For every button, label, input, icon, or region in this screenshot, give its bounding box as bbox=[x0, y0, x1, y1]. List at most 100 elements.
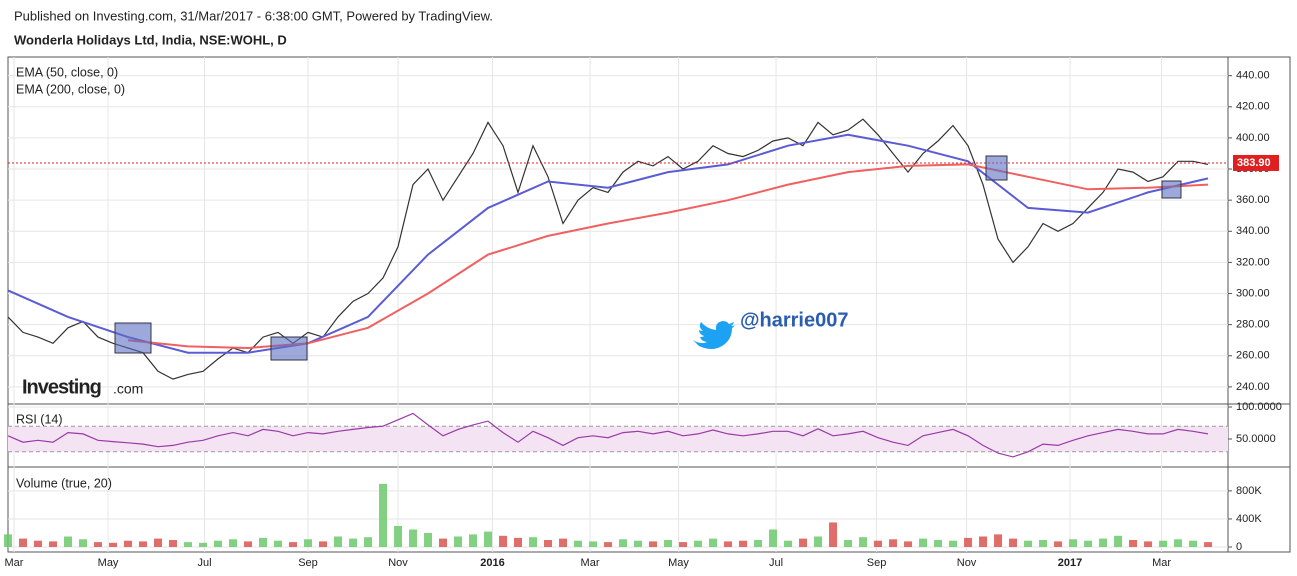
volume-bar bbox=[334, 536, 343, 548]
volume-bar bbox=[154, 538, 163, 548]
volume-bar bbox=[769, 529, 778, 548]
volume-bar bbox=[709, 538, 718, 548]
mark-layer bbox=[4, 118, 1228, 548]
volume-bar bbox=[574, 540, 583, 548]
twitter-icon bbox=[693, 321, 735, 349]
volume-bar bbox=[979, 536, 988, 548]
volume-bar bbox=[694, 540, 703, 548]
y-tick-label: 400K bbox=[1236, 513, 1262, 525]
annotation-box bbox=[1161, 180, 1182, 199]
volume-bar bbox=[109, 542, 118, 548]
y-tick-label: 440.00 bbox=[1236, 70, 1270, 82]
header: Published on Investing.com, 31/Mar/2017 … bbox=[14, 8, 493, 23]
volume-bar bbox=[499, 535, 508, 548]
logo-suffix: .com bbox=[113, 381, 143, 397]
volume-bar bbox=[784, 540, 793, 548]
volume-bar bbox=[274, 540, 283, 548]
volume-bar bbox=[859, 537, 868, 548]
panel-title: RSI (14) bbox=[16, 412, 63, 426]
volume-bar bbox=[304, 539, 313, 548]
volume-bar bbox=[199, 542, 208, 548]
volume-bar bbox=[484, 531, 493, 548]
legend-label: EMA (50, close, 0) bbox=[16, 65, 118, 79]
price-line bbox=[7, 118, 1209, 380]
ema-line bbox=[7, 133, 1209, 354]
annotation-box bbox=[985, 155, 1008, 181]
volume-bar bbox=[619, 539, 628, 548]
y-tick-label: 280.00 bbox=[1236, 319, 1270, 331]
volume-bar bbox=[844, 539, 853, 548]
legend-label: EMA (200, close, 0) bbox=[16, 82, 125, 96]
x-tick-label: May bbox=[98, 557, 119, 569]
volume-bar bbox=[799, 538, 808, 548]
y-tick-label: 320.00 bbox=[1236, 256, 1270, 268]
volume-bar bbox=[424, 532, 433, 548]
panel-title: Volume (true, 20) bbox=[16, 476, 112, 490]
grid-layer bbox=[8, 57, 1228, 552]
volume-bar bbox=[1009, 538, 1018, 548]
y-tick-label: 400.00 bbox=[1236, 132, 1270, 144]
x-tick-label: 2016 bbox=[480, 557, 504, 569]
volume-bar bbox=[319, 541, 328, 548]
volume-bar bbox=[379, 483, 388, 548]
volume-bar bbox=[1129, 539, 1138, 548]
volume-bar bbox=[1174, 539, 1183, 548]
volume-bar bbox=[94, 542, 103, 548]
volume-bar bbox=[364, 537, 373, 548]
volume-bar bbox=[409, 529, 418, 548]
y-tick-label: 300.00 bbox=[1236, 287, 1270, 299]
volume-bar bbox=[1084, 540, 1093, 548]
volume-bar bbox=[1039, 539, 1048, 548]
chart-title: Wonderla Holidays Ltd, India, NSE:WOHL, … bbox=[14, 32, 287, 47]
x-tick-label: 2017 bbox=[1058, 557, 1082, 569]
x-tick-label: Mar bbox=[581, 557, 600, 569]
volume-bar bbox=[79, 539, 88, 548]
annotation-box bbox=[114, 322, 152, 354]
x-tick-label: Jul bbox=[769, 557, 783, 569]
volume-bar bbox=[634, 540, 643, 548]
volume-bar bbox=[439, 538, 448, 548]
volume-bar bbox=[1024, 540, 1033, 548]
volume-bar bbox=[1114, 535, 1123, 548]
y-tick-label: 260.00 bbox=[1236, 350, 1270, 362]
volume-bar bbox=[994, 534, 1003, 548]
volume-bar bbox=[139, 541, 148, 548]
volume-bar bbox=[1099, 538, 1108, 548]
volume-bar bbox=[919, 538, 928, 548]
volume-bar bbox=[529, 537, 538, 548]
volume-bar bbox=[514, 537, 523, 548]
annotation-box bbox=[270, 336, 308, 361]
y-tick-label: 800K bbox=[1236, 485, 1262, 497]
volume-bar bbox=[679, 542, 688, 548]
y-tick-label: 340.00 bbox=[1236, 225, 1270, 237]
volume-bar bbox=[604, 542, 613, 548]
x-tick-label: Mar bbox=[5, 557, 24, 569]
last-price-label: 383.90 bbox=[1237, 157, 1271, 169]
x-tick-label: May bbox=[668, 557, 689, 569]
volume-bar bbox=[664, 539, 673, 548]
volume-bar bbox=[259, 537, 268, 548]
x-tick-label: Sep bbox=[867, 557, 887, 569]
x-tick-label: Sep bbox=[298, 557, 318, 569]
volume-bar bbox=[1189, 540, 1198, 548]
volume-bar bbox=[229, 539, 238, 548]
y-tick-label: 420.00 bbox=[1236, 101, 1270, 113]
volume-bar bbox=[184, 542, 193, 548]
volume-bar bbox=[874, 540, 883, 548]
volume-bar bbox=[124, 540, 133, 548]
volume-bar bbox=[559, 538, 568, 548]
volume-bar bbox=[1144, 541, 1153, 548]
volume-bar bbox=[949, 540, 958, 548]
volume-bar bbox=[349, 538, 358, 548]
volume-bar bbox=[1204, 542, 1213, 548]
volume-bar bbox=[34, 540, 43, 548]
watermark: @harrie007 bbox=[740, 309, 848, 331]
x-tick-label: Mar bbox=[1152, 557, 1171, 569]
volume-bar bbox=[739, 540, 748, 548]
volume-bar bbox=[469, 534, 478, 548]
volume-bar bbox=[829, 522, 838, 548]
volume-bar bbox=[244, 541, 253, 548]
volume-bar bbox=[589, 541, 598, 548]
ema-line bbox=[127, 163, 1209, 350]
volume-bar bbox=[1054, 541, 1063, 548]
